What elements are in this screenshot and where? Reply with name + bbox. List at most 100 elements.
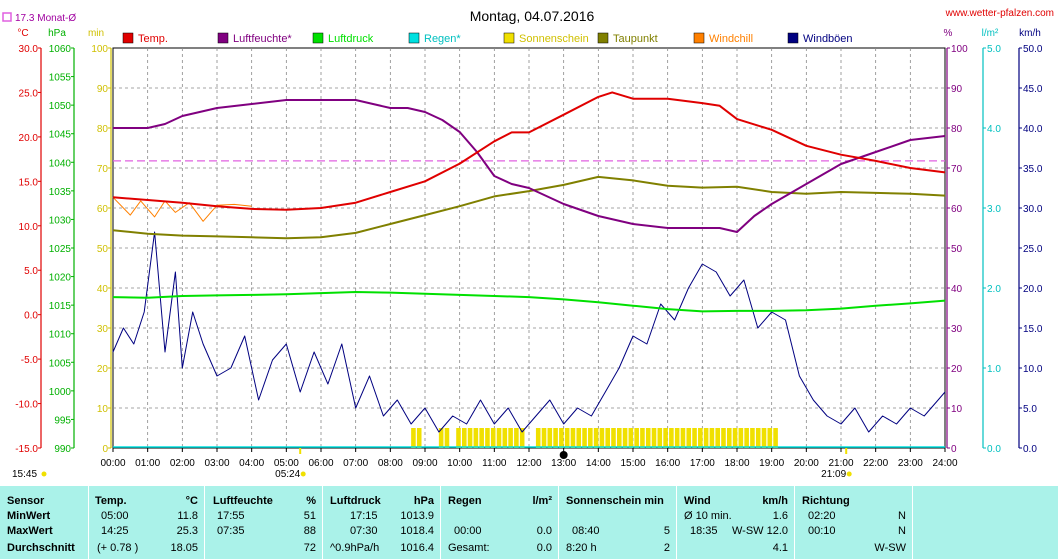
sun-tick-label: 50 — [97, 244, 109, 255]
x-tick-label: 20:00 — [794, 458, 819, 469]
legend-swatch-rain — [408, 32, 420, 44]
x-tick-label: 10:00 — [447, 458, 472, 469]
rain-tick-label: 4.0 — [987, 124, 1001, 135]
sun-max-value: 5 — [663, 525, 670, 537]
percent-tick-label: 100 — [951, 44, 968, 55]
sun-tick-label: 80 — [97, 124, 109, 135]
legend-label-dewpoint: Taupunkt — [613, 33, 658, 45]
sunshine-bar — [721, 428, 726, 448]
sunshine-bar — [738, 428, 744, 448]
series-humidity — [113, 99, 946, 233]
sunrise-label: 05:24 — [275, 469, 300, 480]
sunshine-bar — [622, 428, 628, 448]
wind-max-value: W-SW 12.0 — [731, 525, 788, 537]
press-max-time: 07:30 — [350, 525, 378, 537]
x-tick-label: 16:00 — [655, 458, 680, 469]
sun-unit: min — [88, 28, 104, 39]
sunrise-dot — [300, 471, 306, 477]
rain-tick-label: 3.0 — [987, 204, 1001, 215]
pressure-tick-label: 1035 — [49, 187, 72, 198]
percent-tick-label: 30 — [951, 324, 963, 335]
sunshine-bar — [628, 428, 634, 448]
temp-tick-label: -5.0 — [21, 355, 39, 366]
sunshine-bar — [485, 428, 490, 448]
sun-max-time: 08:40 — [572, 525, 600, 537]
wind-min-value: 1.6 — [772, 510, 788, 522]
legend-swatch-dewpoint — [597, 32, 609, 44]
sunshine-bar — [519, 428, 525, 448]
sun-tick-label: 100 — [91, 44, 108, 55]
press-unit: hPa — [413, 495, 434, 507]
sun-total: 8:20 h — [566, 542, 597, 554]
rain-total-label: Gesamt: — [448, 542, 490, 554]
sunshine-bar — [514, 428, 519, 448]
percent-tick-label: 70 — [951, 164, 963, 175]
sun-tick-label: 60 — [97, 204, 109, 215]
x-tick-label: 05:00 — [274, 458, 299, 469]
sunshine-bar — [669, 428, 674, 448]
sunshine-bar — [473, 428, 479, 448]
sunshine-bar — [416, 428, 422, 448]
x-tick-label: 01:00 — [135, 458, 160, 469]
series-pressure — [112, 291, 946, 313]
temp-header: Temp. — [95, 495, 127, 507]
percent-tick-label: 60 — [951, 204, 963, 215]
sunshine-bar — [651, 428, 657, 448]
x-tick-label: 19:00 — [759, 458, 784, 469]
wind-unit: km/h — [1019, 28, 1041, 39]
legend-label-sunshine: Sonnenschein — [519, 33, 589, 45]
wind-tick-label: 25.0 — [1023, 244, 1043, 255]
rain-tick-label: 2.0 — [987, 284, 1001, 295]
percent-tick-label: 50 — [951, 244, 963, 255]
sunshine-bar — [605, 428, 610, 448]
sunshine-bar — [576, 428, 582, 448]
rain-tick-label: 1.0 — [987, 364, 1001, 375]
sunshine-bar — [411, 428, 416, 448]
x-tick-label: 21:00 — [828, 458, 853, 469]
x-tick-label: 04:00 — [239, 458, 264, 469]
series-dewpoint — [112, 175, 946, 240]
pressure-tick-label: 1060 — [49, 44, 72, 55]
sun-tick-label: 40 — [97, 284, 109, 295]
sun-tick-label: 0 — [102, 444, 108, 455]
legend-swatch-sunshine — [503, 32, 515, 44]
col-rain: Regen l/m² 00:00 0.0 Gesamt: 0.0 — [441, 486, 559, 559]
x-tick-label: 02:00 — [170, 458, 195, 469]
legend-label-temp: Temp. — [138, 33, 168, 45]
press-header: Luftdruck — [330, 495, 381, 507]
wind-tick-label: 15.0 — [1023, 324, 1043, 335]
sunshine-bar — [593, 428, 599, 448]
wind-tick-label: 0.0 — [1023, 444, 1037, 455]
sunshine-bar — [750, 428, 755, 448]
temp-min-time: 05:00 — [101, 510, 129, 522]
series-windchill — [112, 196, 252, 222]
sunshine-bar — [657, 428, 663, 448]
pressure-tick-label: 995 — [54, 415, 71, 426]
left-time-dot — [41, 471, 47, 477]
temp-avg-value: 18.05 — [170, 542, 198, 554]
wind-tick-label: 45.0 — [1023, 84, 1043, 95]
temp-min-value: 11.8 — [177, 510, 198, 522]
sunshine-bar — [535, 428, 541, 448]
x-tick-label: 06:00 — [308, 458, 333, 469]
temp-tick-label: 30.0 — [19, 44, 39, 55]
dir-min-time: 02:20 — [808, 510, 836, 522]
month-avg-legend-box — [2, 12, 12, 22]
wind-min-label: Ø 10 min. — [684, 510, 732, 522]
chart-axes: 00:00 01:00 02:00 03:00 04:00 05:00 06:00 07:00… — [15, 28, 1043, 480]
wind-tick-label: 40.0 — [1023, 124, 1043, 135]
pressure-tick-label: 1030 — [49, 215, 72, 226]
pressure-tick-label: 1045 — [49, 130, 72, 141]
temp-tick-label: 15.0 — [19, 177, 39, 188]
x-tick-label: 15:00 — [620, 458, 645, 469]
col-direction: Richtung 02:20 N 00:10 N W-SW — [795, 486, 913, 559]
sensor-header: Sensor — [7, 495, 45, 507]
pressure-tick-label: 1015 — [49, 301, 72, 312]
legend-swatch-gusts — [787, 32, 799, 44]
noon-marker — [559, 451, 568, 459]
sunshine-bar — [715, 428, 720, 448]
sunshine-bars — [411, 428, 778, 448]
col-humidity: Luftfeuchte% 17:55 51 07:35 88 72 — [205, 486, 323, 559]
sunshine-bar — [674, 428, 680, 448]
press-trend: ^0.9hPa/h — [330, 542, 380, 554]
